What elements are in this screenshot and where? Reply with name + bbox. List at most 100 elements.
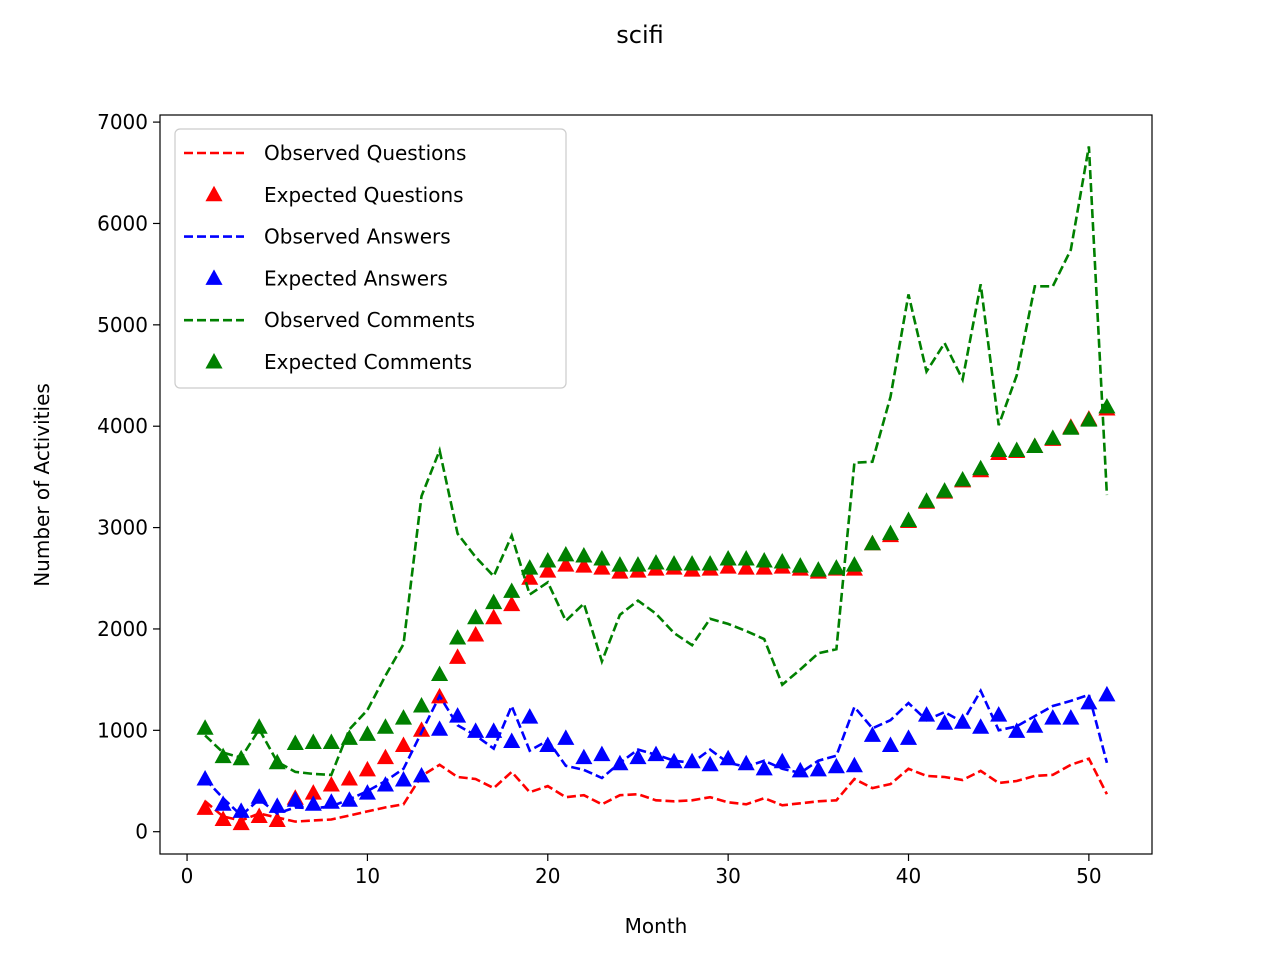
legend-label: Observed Questions	[264, 141, 466, 165]
data-point	[557, 545, 575, 562]
legend-label: Observed Comments	[264, 308, 475, 332]
data-point	[972, 459, 990, 476]
data-point	[809, 561, 827, 577]
data-point	[539, 562, 557, 578]
data-point	[232, 814, 250, 831]
data-point	[503, 732, 521, 748]
data-point	[539, 736, 557, 753]
data-point	[899, 729, 918, 745]
data-point	[485, 593, 503, 610]
data-point	[791, 761, 809, 778]
data-point	[593, 559, 611, 575]
legend-label: Expected Comments	[264, 350, 472, 374]
legend-label: Expected Answers	[264, 266, 448, 290]
series-line	[204, 146, 1109, 777]
legend-item: Observed Comments	[184, 308, 475, 332]
series-observed-comments	[204, 146, 1109, 777]
x-tick-label: 20	[535, 864, 560, 888]
data-point	[322, 776, 340, 792]
data-point	[1026, 437, 1044, 453]
data-point	[575, 748, 593, 765]
data-point	[304, 733, 322, 749]
y-tick-label: 1000	[97, 718, 148, 742]
data-point	[719, 749, 737, 766]
data-point	[503, 582, 521, 598]
data-point	[467, 608, 485, 625]
data-point	[1098, 685, 1116, 702]
data-point	[503, 595, 521, 612]
legend-label: Expected Questions	[264, 183, 464, 207]
data-point	[665, 752, 683, 769]
x-tick-label: 40	[896, 864, 921, 888]
data-point	[791, 557, 809, 573]
data-point	[755, 759, 773, 776]
data-point	[449, 707, 467, 723]
data-point	[575, 557, 593, 573]
y-tick-label: 7000	[97, 110, 148, 134]
data-point	[863, 534, 881, 551]
x-axis: 0 10 20 30 40 50	[181, 854, 1102, 888]
legend-marker-swatch	[205, 353, 223, 369]
y-tick-label: 0	[135, 820, 148, 844]
data-point	[1026, 717, 1044, 733]
x-tick-label: 0	[181, 864, 194, 888]
data-point	[412, 721, 431, 737]
data-point	[593, 550, 611, 566]
data-point	[701, 555, 719, 571]
data-point	[629, 748, 647, 765]
series-expected-answers	[196, 685, 1116, 818]
data-point	[737, 559, 755, 575]
data-point	[611, 556, 629, 572]
data-point	[936, 714, 954, 730]
data-point	[1080, 693, 1098, 710]
data-point	[304, 784, 322, 800]
legend-items: Observed Questions Expected Questions Obse…	[184, 141, 475, 374]
data-point	[611, 754, 629, 771]
data-point	[1044, 709, 1062, 725]
data-point	[1080, 411, 1098, 427]
data-point	[286, 791, 304, 807]
y-tick-label: 6000	[97, 211, 148, 235]
data-point	[431, 665, 449, 682]
legend-marker-swatch	[205, 185, 223, 202]
data-point	[972, 718, 990, 734]
data-point	[214, 810, 232, 827]
data-point	[665, 555, 683, 571]
data-point	[647, 745, 665, 762]
data-point	[340, 791, 358, 807]
data-point	[1062, 709, 1080, 725]
data-point	[719, 550, 737, 566]
x-axis-label: Month	[625, 914, 688, 938]
data-point	[845, 556, 863, 572]
data-point	[196, 769, 214, 786]
data-point	[881, 736, 900, 753]
data-point	[322, 733, 340, 749]
data-point	[593, 745, 611, 762]
data-point	[647, 554, 665, 570]
data-point	[773, 553, 791, 569]
data-point	[954, 470, 972, 487]
data-point	[250, 788, 268, 804]
data-point	[250, 807, 268, 823]
legend-item: Observed Questions	[184, 141, 466, 165]
y-tick-label: 2000	[97, 617, 148, 641]
data-point	[521, 559, 539, 575]
data-point	[1044, 429, 1062, 445]
data-point	[917, 706, 936, 722]
data-point	[683, 555, 701, 571]
data-point	[376, 748, 395, 765]
data-point	[485, 722, 503, 738]
series-observed-questions	[204, 757, 1109, 823]
data-point	[485, 608, 503, 625]
data-point	[196, 719, 214, 735]
data-point	[755, 552, 773, 568]
data-point	[358, 760, 376, 777]
data-point	[232, 802, 250, 818]
data-point	[557, 729, 575, 745]
y-axis: 0 1000 2000 3000 4000 5000 6000 7000	[97, 110, 160, 844]
data-point	[575, 546, 593, 563]
data-point	[845, 756, 863, 773]
data-point	[629, 556, 647, 572]
data-point	[340, 769, 358, 786]
legend: Observed Questions Expected Questions Obse…	[174, 128, 567, 389]
